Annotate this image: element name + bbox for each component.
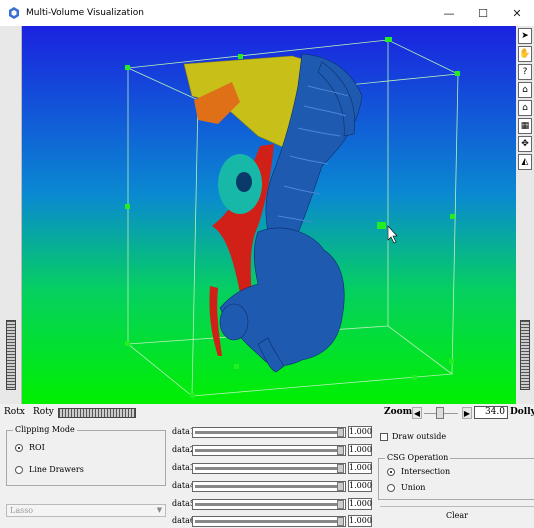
drawer-type-select[interactable]: Lasso ▼ [6,504,166,517]
home-icon[interactable]: ⌂ [518,82,532,98]
3d-viewport[interactable] [22,26,516,404]
data6-label: data6 [172,516,195,525]
data3-value-field[interactable]: 1.000 [348,462,372,474]
data1-slider-thumb[interactable] [337,428,344,437]
data3-slider-thumb[interactable] [337,464,344,473]
clipping-line-drawers-label: Line Drawers [29,465,84,474]
csg-operation-group: CSG Operation Intersection Union [378,453,534,500]
roty-thumbwheel[interactable] [58,408,136,418]
csg-union-radio[interactable]: Union [387,483,425,492]
data1-label: data1 [172,427,195,436]
roty-label: Roty [33,407,54,417]
zoom-label: Zoom [384,407,413,417]
radio-selected-icon [387,467,395,476]
data2-slider-row: data2 1.000 [172,444,372,457]
minimize-button[interactable]: — [443,6,455,20]
data6-slider-row: data6 1.000 [172,515,372,528]
data6-slider-thumb[interactable] [337,517,344,526]
data5-slider-row: data5 1.000 [172,498,372,511]
clipping-roi-radio[interactable]: ROI [15,443,45,452]
data5-slider[interactable] [192,499,346,510]
chevron-down-icon: ▼ [156,506,163,514]
csg-intersection-label: Intersection [401,467,451,476]
data4-value-field[interactable]: 1.000 [348,480,372,492]
clip-handles[interactable] [125,37,460,398]
radio-unselected-icon [387,483,395,492]
data5-slider-thumb[interactable] [337,500,344,509]
data6-value-field[interactable]: 1.000 [348,515,372,527]
data4-slider[interactable] [192,481,346,492]
data1-slider[interactable] [192,427,346,438]
data2-slider-thumb[interactable] [337,446,344,455]
data3-label: data3 [172,463,195,472]
clear-button[interactable]: Clear [380,506,534,526]
csg-union-label: Union [401,483,426,492]
clipping-line-drawers-radio[interactable]: Line Drawers [15,465,84,474]
data1-value-field[interactable]: 1.000 [348,426,372,438]
rotx-thumbwheel[interactable] [6,320,16,390]
mouse-cursor-icon [387,225,398,244]
blue-skeleton-volume [219,53,363,373]
clipping-mode-title: Clipping Mode [13,425,77,434]
data2-value-field[interactable]: 1.000 [348,444,372,456]
seek-icon[interactable]: ✥ [518,136,532,152]
orange-volume [194,82,240,124]
arrow-icon[interactable]: ➤ [518,28,532,44]
draw-outside-label: Draw outside [392,432,447,441]
data5-label: data5 [172,499,195,508]
data2-slider[interactable] [192,445,346,456]
data2-label: data2 [172,445,195,454]
perspective-icon[interactable]: ◭ [518,154,532,170]
csg-intersection-radio[interactable]: Intersection [387,467,450,476]
radio-selected-icon [15,443,23,452]
hand-icon[interactable]: ✋ [518,46,532,62]
data4-slider-row: data4 1.000 [172,480,372,493]
window-title: Multi-Volume Visualization [26,8,144,18]
drawer-type-value: Lasso [10,506,34,515]
clipping-roi-label: ROI [29,443,45,452]
help-icon[interactable]: ? [518,64,532,80]
app-icon [9,7,19,19]
data4-label: data4 [172,481,195,490]
maximize-button[interactable]: ☐ [478,6,488,20]
settings-panel: Clipping Mode ROI Line Drawers Lasso ▼ d… [0,422,534,528]
title-bar: Multi-Volume Visualization — ☐ ✕ [0,0,534,26]
left-control-strip [0,26,22,404]
set-home-icon[interactable]: ⌂ [518,100,532,116]
viewer-toolbar: ➤ ✋ ? ⌂ ⌂ ▦ ✥ ◭ [516,26,534,404]
data3-slider-row: data3 1.000 [172,462,372,475]
zoom-decrease-button[interactable]: ◀ [412,407,422,419]
volume-render[interactable] [22,26,516,404]
dolly-thumbwheel[interactable] [520,320,530,390]
zoom-slider-thumb[interactable] [436,407,444,419]
view-controls-row: Rotx Roty Zoom ◀ ▶ 34.0 Dolly [0,404,534,422]
data4-slider-thumb[interactable] [337,482,344,491]
zoom-increase-button[interactable]: ▶ [462,407,472,419]
checkbox-unchecked-icon [380,432,388,441]
close-button[interactable]: ✕ [512,6,522,20]
data5-value-field[interactable]: 1.000 [348,498,372,510]
clipping-mode-group: Clipping Mode ROI Line Drawers [6,425,166,486]
draw-outside-checkbox[interactable]: Draw outside [380,432,446,441]
rotx-label: Rotx [4,407,25,417]
csg-operation-title: CSG Operation [385,453,451,462]
dolly-label: Dolly [510,407,534,417]
data3-slider[interactable] [192,463,346,474]
zoom-value-field[interactable]: 34.0 [474,406,508,419]
view-all-icon[interactable]: ▦ [518,118,532,134]
radio-unselected-icon [15,465,23,474]
data1-slider-row: data1 1.000 [172,426,372,439]
data6-slider[interactable] [192,516,346,527]
